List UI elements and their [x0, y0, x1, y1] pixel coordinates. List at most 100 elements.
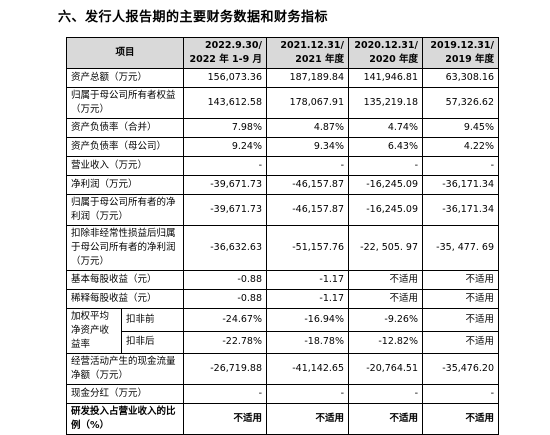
header-cell: 2022.9.30/2022 年 1-9 月 — [183, 37, 267, 69]
cell-value: 141,946.81 — [348, 68, 423, 88]
header-line: 2021.12.31/ — [280, 40, 344, 51]
row-label: 资产总额（万元） — [66, 68, 184, 88]
financial-table: 项目 2022.9.30/2022 年 1-9 月 2021.12.31/2021 … — [66, 37, 499, 435]
cell-value: 63,308.16 — [422, 68, 499, 88]
data-row: 经营活动产生的现金流量净额（万元） -26,719.88 -41,142.65 -20… — [66, 353, 499, 385]
cell-value: -39,671.73 — [183, 175, 267, 195]
data-row: 基本每股收益（元） -0.88 -1.17 不适用 不适用 — [66, 270, 499, 290]
cell-value: -26,719.88 — [183, 353, 267, 385]
data-row: 资产负债率（合并） 7.98% 4.87% 4.74% 9.45% — [66, 118, 499, 138]
cell-value: 135,219.18 — [348, 87, 423, 119]
cell-value: -20,764.51 — [348, 353, 423, 385]
cell-value: -22, 505. 97 — [348, 225, 423, 271]
cell-value: 不适用 — [422, 289, 499, 309]
cell-value: 4.87% — [266, 118, 349, 138]
cell-value: - — [348, 384, 423, 404]
cell-value: - — [348, 156, 423, 176]
row-label: 资产负债率（合并） — [66, 118, 184, 138]
data-row: 归属于母公司所有者的净利润（万元） -39,671.73 -46,157.87 -16… — [66, 194, 499, 226]
header-line: 2022 年 1-9 月 — [189, 54, 262, 65]
row-label: 资产负债率（母公司） — [66, 137, 184, 157]
cell-value: -36,632.63 — [183, 225, 267, 271]
row-label: 营业收入（万元） — [66, 156, 184, 176]
cell-value: -36,171.34 — [422, 175, 499, 195]
header-line: 2020 年度 — [369, 54, 418, 65]
cell-value: -9.26% — [348, 308, 423, 332]
cell-value: 不适用 — [348, 270, 423, 290]
cell-value: -24.67% — [183, 308, 267, 332]
cell-value: -16.94% — [266, 308, 349, 332]
data-row: 归属于母公司所有者权益（万元） 143,612.58 178,067.91 135,2… — [66, 87, 499, 119]
cell-value: -0.88 — [183, 270, 267, 290]
data-row: 扣非后 -22.78% -18.78% -12.82% 不适用 — [67, 330, 499, 354]
cell-value: 143,612.58 — [183, 87, 267, 119]
cell-value: -18.78% — [266, 330, 349, 354]
cell-value: -16,245.09 — [348, 175, 423, 195]
data-row: 现金分红（万元） - - - - — [66, 384, 499, 404]
cell-value: -0.88 — [183, 289, 267, 309]
cell-value: 9.24% — [183, 137, 267, 157]
cell-value: -16,245.09 — [348, 194, 423, 226]
data-row: 研发投入占营业收入的比例（%） 不适用 不适用 不适用 不适用 — [66, 403, 499, 435]
cell-value: 不适用 — [183, 403, 267, 435]
row-label: 经营活动产生的现金流量净额（万元） — [66, 353, 184, 385]
header-cell: 项目 — [66, 37, 184, 69]
group-label: 加权平均净资产收益率 — [66, 308, 122, 354]
cell-value: 178,067.91 — [266, 87, 349, 119]
cell-value: 187,189.84 — [266, 68, 349, 88]
cell-value: 不适用 — [422, 308, 499, 332]
header-line: 2019 年度 — [445, 54, 494, 65]
header-cell: 2020.12.31/2020 年度 — [348, 37, 423, 69]
cell-value: 7.98% — [183, 118, 267, 138]
row-label: 归属于母公司所有者的净利润（万元） — [66, 194, 184, 226]
row-label: 净利润（万元） — [66, 175, 184, 195]
header-line: 2022.9.30/ — [205, 40, 262, 51]
data-row: 资产负债率（母公司） 9.24% 9.34% 6.43% 4.22% — [66, 137, 499, 157]
cell-value: - — [266, 156, 349, 176]
cell-value: 57,326.62 — [422, 87, 499, 119]
data-row: 稀释每股收益（元） -0.88 -1.17 不适用 不适用 — [66, 289, 499, 309]
row-label: 稀释每股收益（元） — [66, 289, 184, 309]
cell-value: - — [183, 384, 267, 404]
cell-value: -46,157.87 — [266, 194, 349, 226]
cell-value: - — [422, 384, 499, 404]
cell-value: 不适用 — [422, 330, 499, 354]
sub-label: 扣非后 — [121, 330, 184, 354]
cell-value: 9.45% — [422, 118, 499, 138]
data-row: 净利润（万元） -39,671.73 -46,157.87 -16,245.09 -36… — [66, 175, 499, 195]
cell-value: 9.34% — [266, 137, 349, 157]
cell-value: 不适用 — [422, 403, 499, 435]
cell-value: -35,476.20 — [422, 353, 499, 385]
cell-value: -39,671.73 — [183, 194, 267, 226]
header-row: 项目 2022.9.30/2022 年 1-9 月 2021.12.31/2021 … — [66, 37, 499, 69]
row-label: 扣除非经常性损益后归属于母公司所有者的净利润（万元） — [66, 225, 184, 271]
row-label: 归属于母公司所有者权益（万元） — [66, 87, 184, 119]
cell-value: - — [422, 156, 499, 176]
cell-value: 4.22% — [422, 137, 499, 157]
header-line: 2019.12.31/ — [430, 40, 494, 51]
cell-value: -1.17 — [266, 270, 349, 290]
section-title: 六、发行人报告期的主要财务数据和财务指标 — [58, 10, 329, 25]
cell-value: -12.82% — [348, 330, 423, 354]
row-label: 基本每股收益（元） — [66, 270, 184, 290]
cell-value: -1.17 — [266, 289, 349, 309]
data-row: 资产总额（万元） 156,073.36 187,189.84 141,946.81 63… — [66, 68, 499, 88]
cell-value: -22.78% — [183, 330, 267, 354]
cell-value: -35, 477. 69 — [422, 225, 499, 271]
data-row: 加权平均净资产收益率 扣非前 -24.67% -16.94% -9.26% 不适用 — [66, 308, 499, 354]
cell-value: 6.43% — [348, 137, 423, 157]
cell-value: 4.74% — [348, 118, 423, 138]
sub-label: 扣非前 — [121, 308, 184, 332]
cell-value: 156,073.36 — [183, 68, 267, 88]
header-cell: 2019.12.31/2019 年度 — [422, 37, 499, 69]
data-row: 扣除非经常性损益后归属于母公司所有者的净利润（万元） -36,632.63 -51,… — [66, 225, 499, 271]
row-label: 现金分红（万元） — [66, 384, 184, 404]
header-line: 2021 年度 — [295, 54, 344, 65]
header-cell: 2021.12.31/2021 年度 — [266, 37, 349, 69]
cell-value: 不适用 — [348, 289, 423, 309]
cell-value: -51,157.76 — [266, 225, 349, 271]
cell-value: -41,142.65 — [266, 353, 349, 385]
cell-value: - — [266, 384, 349, 404]
cell-value: 不适用 — [348, 403, 423, 435]
